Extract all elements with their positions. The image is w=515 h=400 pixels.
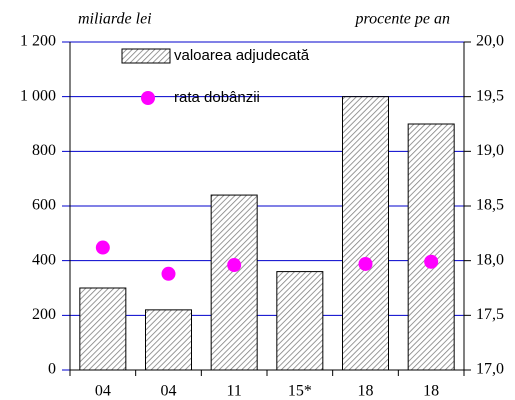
bar xyxy=(145,309,192,371)
y2-tick-label: 19,0 xyxy=(476,142,504,159)
y-tick-label: 1 000 xyxy=(20,87,56,104)
y-tick-label: 800 xyxy=(32,142,56,159)
y-tick-label: 0 xyxy=(48,361,56,378)
point xyxy=(95,240,110,255)
y2-tick-label: 18,0 xyxy=(476,251,504,268)
point xyxy=(358,256,373,271)
x-tick-label: 18 xyxy=(423,383,439,400)
y-axis-label: miliarde lei xyxy=(78,11,152,28)
bar xyxy=(79,287,127,371)
legend-label: rata dobânzii xyxy=(174,89,260,106)
x-tick-label: 04 xyxy=(161,383,177,400)
x-tick-label: 18 xyxy=(358,383,374,400)
x-tick-label: 11 xyxy=(226,383,241,400)
point xyxy=(227,258,242,273)
x-tick-label: 04 xyxy=(95,383,111,400)
y-tick-label: 400 xyxy=(32,251,56,268)
bar xyxy=(407,123,455,371)
legend-swatch xyxy=(141,91,155,105)
point xyxy=(424,254,439,269)
bar xyxy=(342,96,389,371)
legend-label: valoarea adjudecată xyxy=(174,47,310,64)
y2-tick-label: 19,5 xyxy=(476,87,504,104)
y2-tick-label: 20,0 xyxy=(476,33,504,50)
bar xyxy=(210,194,258,371)
y-tick-label: 1 200 xyxy=(20,33,56,50)
y2-tick-label: 17,0 xyxy=(476,361,504,378)
legend-swatch xyxy=(121,48,171,64)
bar xyxy=(276,271,324,371)
y2-tick-label: 18,5 xyxy=(476,197,504,214)
x-tick-label: 15* xyxy=(288,383,312,400)
y-tick-label: 200 xyxy=(32,306,56,323)
point xyxy=(161,266,176,281)
y-tick-label: 600 xyxy=(32,197,56,214)
y2-tick-label: 17,5 xyxy=(476,306,504,323)
y2-axis-label: procente pe an xyxy=(355,11,450,28)
